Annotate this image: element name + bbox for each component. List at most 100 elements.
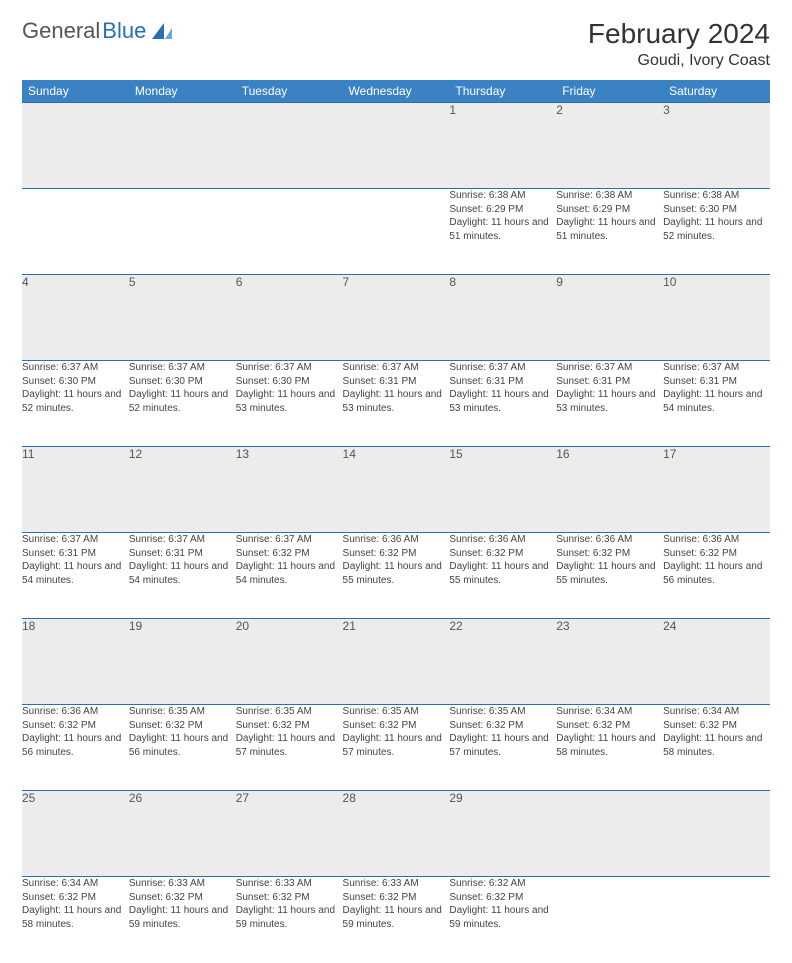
sunset-line: Sunset: 6:32 PM [22, 891, 129, 905]
day-number-cell: 26 [129, 791, 236, 877]
daylight-line: Daylight: 11 hours and 59 minutes. [449, 904, 556, 931]
day-content-row: Sunrise: 6:36 AMSunset: 6:32 PMDaylight:… [22, 705, 770, 791]
day-content-cell: Sunrise: 6:37 AMSunset: 6:30 PMDaylight:… [22, 361, 129, 447]
day-number-cell: 12 [129, 447, 236, 533]
calendar-table: SundayMondayTuesdayWednesdayThursdayFrid… [22, 80, 770, 963]
sunset-line: Sunset: 6:32 PM [236, 719, 343, 733]
sunset-line: Sunset: 6:31 PM [556, 375, 663, 389]
weekday-header: Friday [556, 80, 663, 103]
sunrise-line: Sunrise: 6:37 AM [449, 361, 556, 375]
day-content-cell: Sunrise: 6:37 AMSunset: 6:31 PMDaylight:… [22, 533, 129, 619]
daylight-line: Daylight: 11 hours and 56 minutes. [129, 732, 236, 759]
day-number-cell: 8 [449, 275, 556, 361]
weekday-header: Sunday [22, 80, 129, 103]
day-number-cell [129, 103, 236, 189]
day-number-cell: 9 [556, 275, 663, 361]
daylight-line: Daylight: 11 hours and 55 minutes. [556, 560, 663, 587]
daylight-line: Daylight: 11 hours and 57 minutes. [449, 732, 556, 759]
day-content-row: Sunrise: 6:37 AMSunset: 6:31 PMDaylight:… [22, 533, 770, 619]
day-number-cell: 20 [236, 619, 343, 705]
day-number-cell: 27 [236, 791, 343, 877]
day-number-cell [236, 103, 343, 189]
daylight-line: Daylight: 11 hours and 56 minutes. [22, 732, 129, 759]
sunrise-line: Sunrise: 6:37 AM [129, 361, 236, 375]
daylight-line: Daylight: 11 hours and 54 minutes. [22, 560, 129, 587]
day-number-row: 45678910 [22, 275, 770, 361]
day-number-cell: 5 [129, 275, 236, 361]
sunrise-line: Sunrise: 6:36 AM [343, 533, 450, 547]
sunrise-line: Sunrise: 6:37 AM [663, 361, 770, 375]
daylight-line: Daylight: 11 hours and 59 minutes. [343, 904, 450, 931]
calendar-header-row: SundayMondayTuesdayWednesdayThursdayFrid… [22, 80, 770, 103]
sunset-line: Sunset: 6:30 PM [236, 375, 343, 389]
day-number-cell [343, 103, 450, 189]
sunrise-line: Sunrise: 6:36 AM [556, 533, 663, 547]
day-number-cell: 11 [22, 447, 129, 533]
day-content-row: Sunrise: 6:38 AMSunset: 6:29 PMDaylight:… [22, 189, 770, 275]
day-content-cell: Sunrise: 6:35 AMSunset: 6:32 PMDaylight:… [343, 705, 450, 791]
sunrise-line: Sunrise: 6:33 AM [129, 877, 236, 891]
day-content-cell: Sunrise: 6:37 AMSunset: 6:31 PMDaylight:… [343, 361, 450, 447]
logo-text-blue: Blue [102, 18, 146, 44]
sunrise-line: Sunrise: 6:34 AM [663, 705, 770, 719]
sunset-line: Sunset: 6:32 PM [236, 891, 343, 905]
month-title: February 2024 [588, 18, 770, 50]
sunset-line: Sunset: 6:32 PM [129, 891, 236, 905]
day-content-cell: Sunrise: 6:38 AMSunset: 6:29 PMDaylight:… [556, 189, 663, 275]
weekday-header: Thursday [449, 80, 556, 103]
daylight-line: Daylight: 11 hours and 53 minutes. [556, 388, 663, 415]
day-number-cell: 29 [449, 791, 556, 877]
day-content-cell: Sunrise: 6:32 AMSunset: 6:32 PMDaylight:… [449, 877, 556, 963]
day-content-cell: Sunrise: 6:36 AMSunset: 6:32 PMDaylight:… [663, 533, 770, 619]
daylight-line: Daylight: 11 hours and 58 minutes. [22, 904, 129, 931]
sunset-line: Sunset: 6:32 PM [343, 547, 450, 561]
title-block: February 2024 Goudi, Ivory Coast [588, 18, 770, 70]
sunset-line: Sunset: 6:32 PM [449, 547, 556, 561]
day-content-cell: Sunrise: 6:36 AMSunset: 6:32 PMDaylight:… [343, 533, 450, 619]
day-content-cell: Sunrise: 6:37 AMSunset: 6:31 PMDaylight:… [129, 533, 236, 619]
day-content-cell: Sunrise: 6:37 AMSunset: 6:31 PMDaylight:… [556, 361, 663, 447]
sunrise-line: Sunrise: 6:35 AM [449, 705, 556, 719]
daylight-line: Daylight: 11 hours and 57 minutes. [236, 732, 343, 759]
day-content-cell: Sunrise: 6:37 AMSunset: 6:30 PMDaylight:… [236, 361, 343, 447]
day-content-cell: Sunrise: 6:35 AMSunset: 6:32 PMDaylight:… [236, 705, 343, 791]
day-number-cell: 28 [343, 791, 450, 877]
day-content-cell: Sunrise: 6:34 AMSunset: 6:32 PMDaylight:… [663, 705, 770, 791]
day-number-cell: 6 [236, 275, 343, 361]
sunrise-line: Sunrise: 6:38 AM [556, 189, 663, 203]
weekday-header: Saturday [663, 80, 770, 103]
sunrise-line: Sunrise: 6:37 AM [343, 361, 450, 375]
daylight-line: Daylight: 11 hours and 53 minutes. [236, 388, 343, 415]
daylight-line: Daylight: 11 hours and 51 minutes. [449, 216, 556, 243]
sunset-line: Sunset: 6:32 PM [22, 719, 129, 733]
day-content-cell [236, 189, 343, 275]
daylight-line: Daylight: 11 hours and 51 minutes. [556, 216, 663, 243]
sunrise-line: Sunrise: 6:36 AM [663, 533, 770, 547]
sunrise-line: Sunrise: 6:34 AM [22, 877, 129, 891]
day-number-row: 123 [22, 103, 770, 189]
daylight-line: Daylight: 11 hours and 52 minutes. [22, 388, 129, 415]
day-number-cell [556, 791, 663, 877]
day-number-cell: 23 [556, 619, 663, 705]
sunset-line: Sunset: 6:30 PM [663, 203, 770, 217]
sunset-line: Sunset: 6:32 PM [663, 547, 770, 561]
sunrise-line: Sunrise: 6:37 AM [129, 533, 236, 547]
day-number-cell: 1 [449, 103, 556, 189]
daylight-line: Daylight: 11 hours and 58 minutes. [663, 732, 770, 759]
day-content-cell: Sunrise: 6:33 AMSunset: 6:32 PMDaylight:… [236, 877, 343, 963]
weekday-header: Tuesday [236, 80, 343, 103]
sunset-line: Sunset: 6:31 PM [663, 375, 770, 389]
daylight-line: Daylight: 11 hours and 55 minutes. [449, 560, 556, 587]
day-number-cell [663, 791, 770, 877]
day-content-cell: Sunrise: 6:36 AMSunset: 6:32 PMDaylight:… [556, 533, 663, 619]
day-content-cell [663, 877, 770, 963]
day-content-cell: Sunrise: 6:37 AMSunset: 6:32 PMDaylight:… [236, 533, 343, 619]
sunset-line: Sunset: 6:30 PM [129, 375, 236, 389]
daylight-line: Daylight: 11 hours and 54 minutes. [663, 388, 770, 415]
daylight-line: Daylight: 11 hours and 54 minutes. [236, 560, 343, 587]
logo: GeneralBlue [22, 18, 176, 44]
day-number-cell: 13 [236, 447, 343, 533]
day-number-cell: 16 [556, 447, 663, 533]
sunrise-line: Sunrise: 6:36 AM [22, 705, 129, 719]
sunrise-line: Sunrise: 6:38 AM [449, 189, 556, 203]
